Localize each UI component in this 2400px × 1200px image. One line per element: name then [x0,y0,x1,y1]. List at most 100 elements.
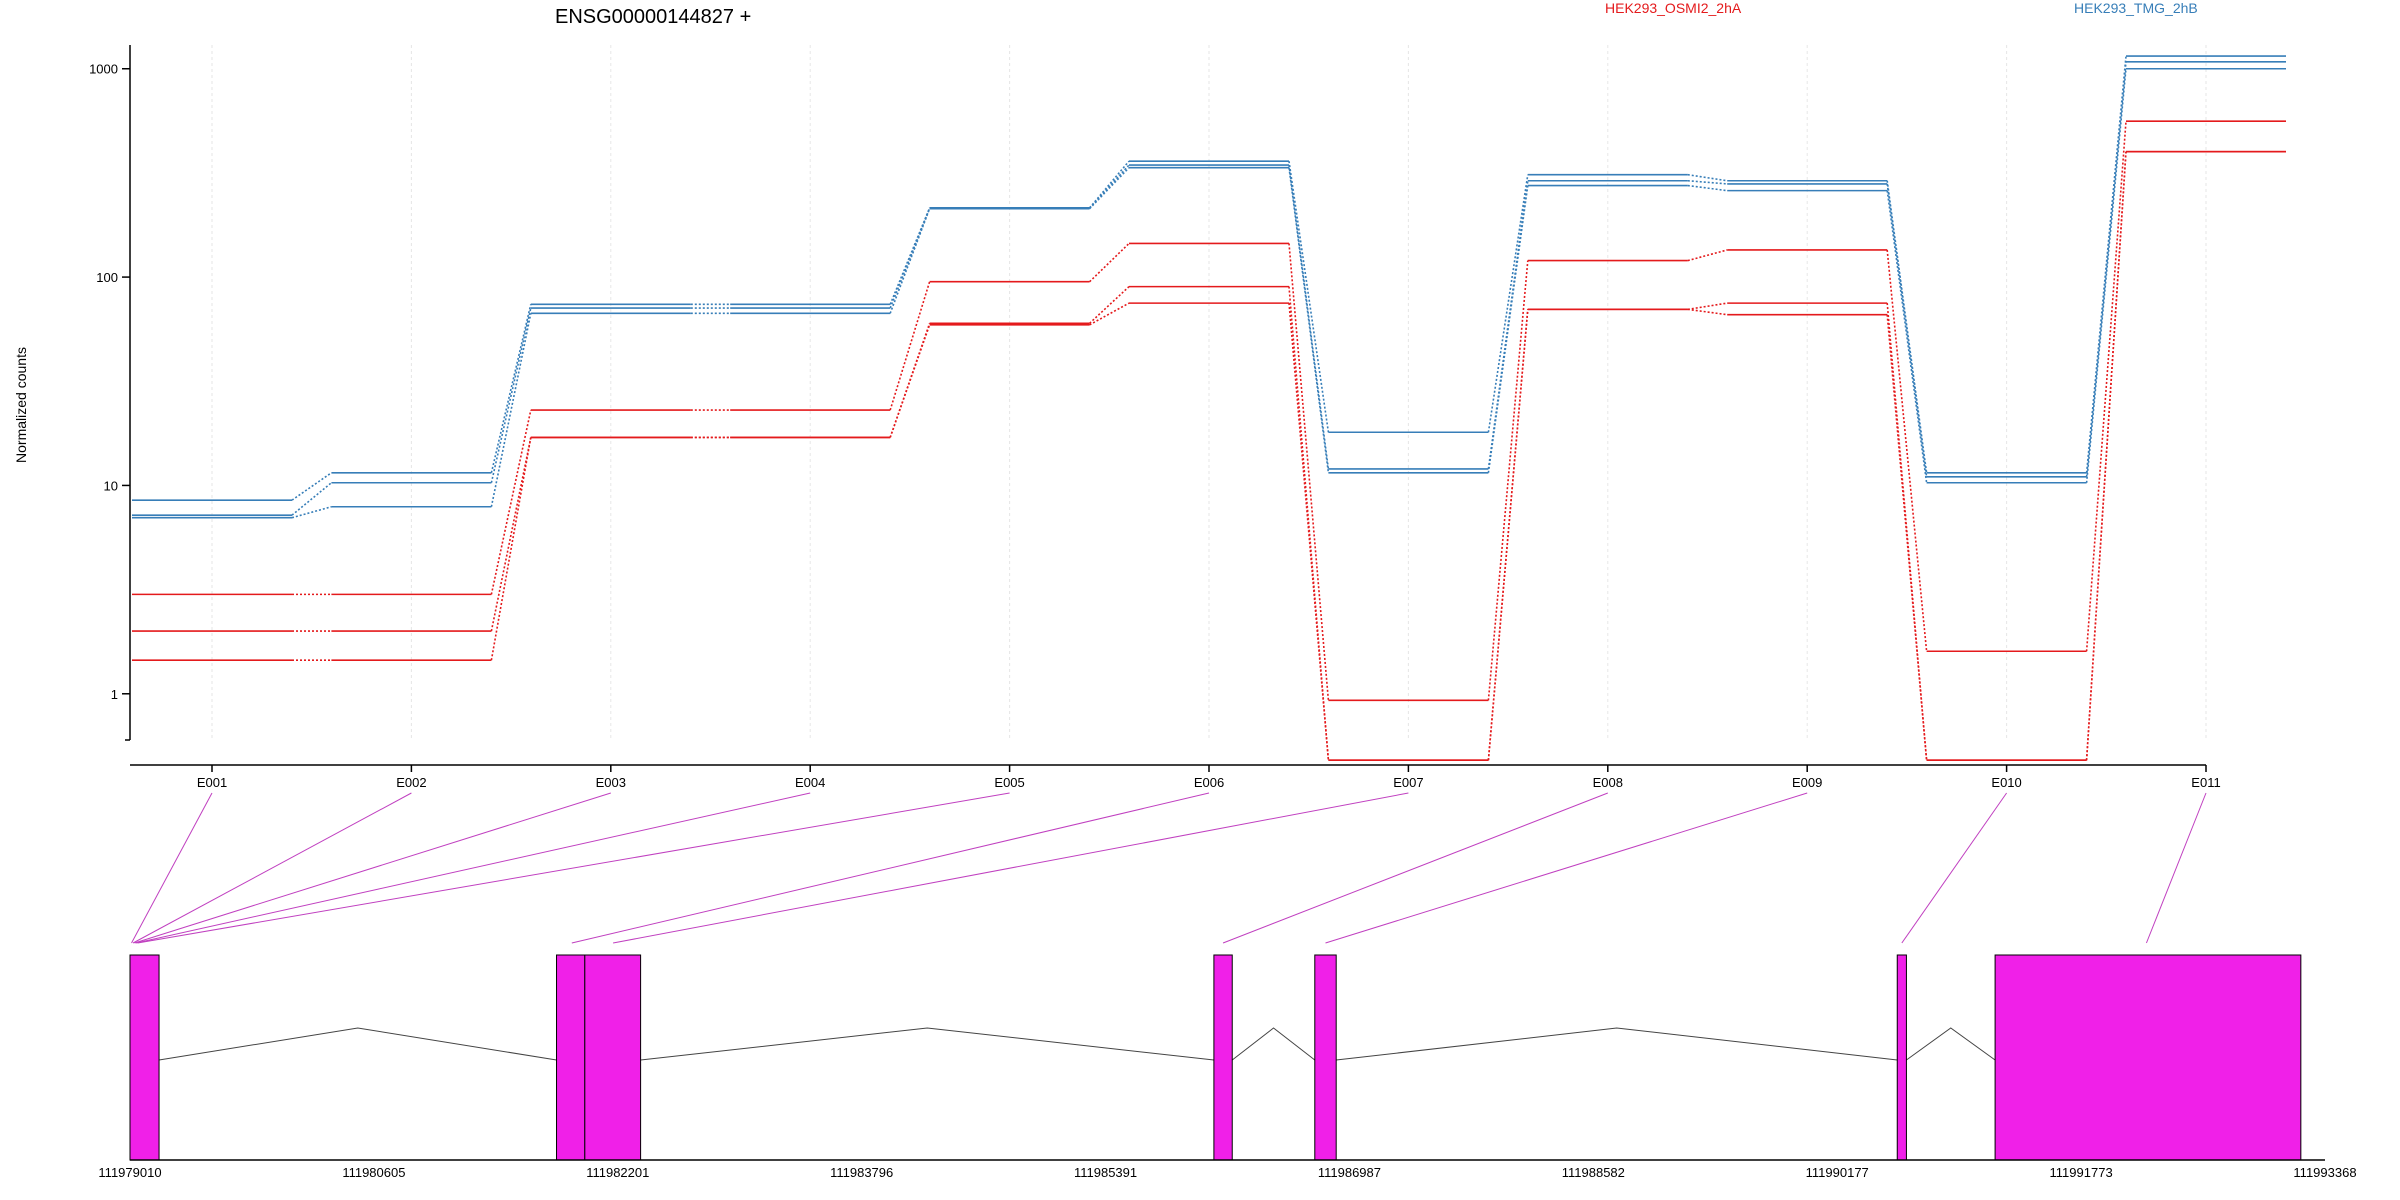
x-tick-label: E004 [795,775,825,790]
genome-coord-label: 111991773 [2050,1165,2113,1180]
series-3 [132,67,2286,519]
x-tick-label: E009 [1792,775,1822,790]
data-connector [1687,179,1728,185]
data-connector [1089,167,1130,210]
chart-title: ENSG00000144827 + [555,6,751,28]
data-connector [1288,243,1330,701]
x-tick-label: E007 [1393,775,1423,790]
data-connector [291,482,332,516]
data-connector [1288,164,1330,470]
exon-connector [571,792,1210,944]
exon-box [556,954,586,1161]
genome-coord-label: 111993368 [2293,1165,2356,1180]
data-connector [1886,314,1928,761]
intron-line [640,1027,1214,1061]
legend-item-osmi2: HEK293_OSMI2_2hA [1605,0,1742,16]
exon-connector [137,792,1010,944]
y-tick-label: 1000 [89,62,118,77]
data-connector [1288,303,1330,761]
data-connector [1886,183,1928,477]
data-connector [1687,308,1728,316]
data-connector [1687,173,1728,182]
genome-coord-label: 111985391 [1074,1165,1137,1180]
data-connector [490,307,532,483]
y-tick-label: 1 [111,687,118,702]
data-connector [291,505,332,519]
exon-connector [2145,792,2207,944]
x-tick-label: E002 [396,775,426,790]
genome-coord-label: 111986987 [1318,1165,1381,1180]
data-connector [2085,61,2127,477]
data-connector [1288,167,1330,473]
data-connector [2085,151,2127,761]
gene-model: 111979010 111980605 111982201 111983796 1119… [98,954,2357,1180]
genome-coord-label: 111988582 [1562,1165,1625,1180]
data-connector [889,207,931,309]
data-connector [1487,185,1529,473]
x-tick-label: E001 [197,775,227,790]
series-layer [132,55,2286,761]
x-tick-label: E006 [1194,775,1224,790]
data-connector [490,313,532,507]
genome-coord-label: 111990177 [1806,1165,1869,1180]
intron-line [158,1027,557,1061]
data-connector [1089,286,1130,324]
data-connector [490,437,532,632]
data-connector [1089,302,1130,326]
exon-connector [1222,792,1608,944]
data-connector [490,304,532,473]
genome-coord-label: 111982201 [586,1165,649,1180]
y-tick-label: 100 [96,270,118,285]
exon-connector [1325,792,1808,944]
intron-line [1336,1027,1898,1061]
data-connector [1687,184,1728,192]
exon-box [584,954,642,1161]
data-connector [1687,249,1728,262]
data-connector [1886,249,1928,652]
exon-connector [136,792,811,944]
data-connector [1288,161,1330,433]
x-tick-label: E003 [596,775,626,790]
exon-box [1314,954,1337,1161]
exon-box [129,954,160,1161]
y-axis-label: Normalized counts [13,347,29,463]
exon-box [1896,954,1907,1161]
y-tick-label: 10 [104,478,118,493]
exon-connector [131,792,213,944]
data-connector [889,207,931,305]
data-connector [2085,121,2127,652]
data-connector [1089,164,1130,209]
exon-box [1994,954,2302,1161]
data-connector [291,472,332,501]
exon-connector [612,792,1409,944]
exon-connector [1901,792,2008,944]
series-6 [132,150,2286,761]
genome-coord-label: 111979010 [98,1165,161,1180]
genome-coord-label: 111983796 [830,1165,893,1180]
intron-line [1231,1027,1316,1061]
data-connector [1886,190,1928,483]
data-connector [490,437,532,661]
data-connector [889,281,931,411]
series-4 [132,120,2286,702]
x-tick-label: E011 [2191,775,2220,790]
exon-box [1213,954,1233,1161]
data-connector [1089,242,1130,283]
exon-connector [134,792,611,944]
data-connector [889,208,931,314]
intron-line [1906,1027,1996,1061]
legend-item-tmg: HEK293_TMG_2hB [2074,0,2198,16]
axes-layer: 1 10 100 1000 E001 E002 E003 E004 E005 E006 E007 E0… [89,45,2221,790]
x-tick-label: E008 [1593,775,1623,790]
x-tick-label: E010 [1991,775,2021,790]
data-connector [889,324,931,438]
data-connector [1687,302,1728,311]
connector-layer [131,792,2207,944]
data-connector [2085,68,2127,483]
data-connector [1487,309,1529,761]
series-1 [132,55,2286,501]
x-tick-label: E005 [994,775,1024,790]
data-connector [490,409,532,595]
data-connector [1487,260,1529,701]
